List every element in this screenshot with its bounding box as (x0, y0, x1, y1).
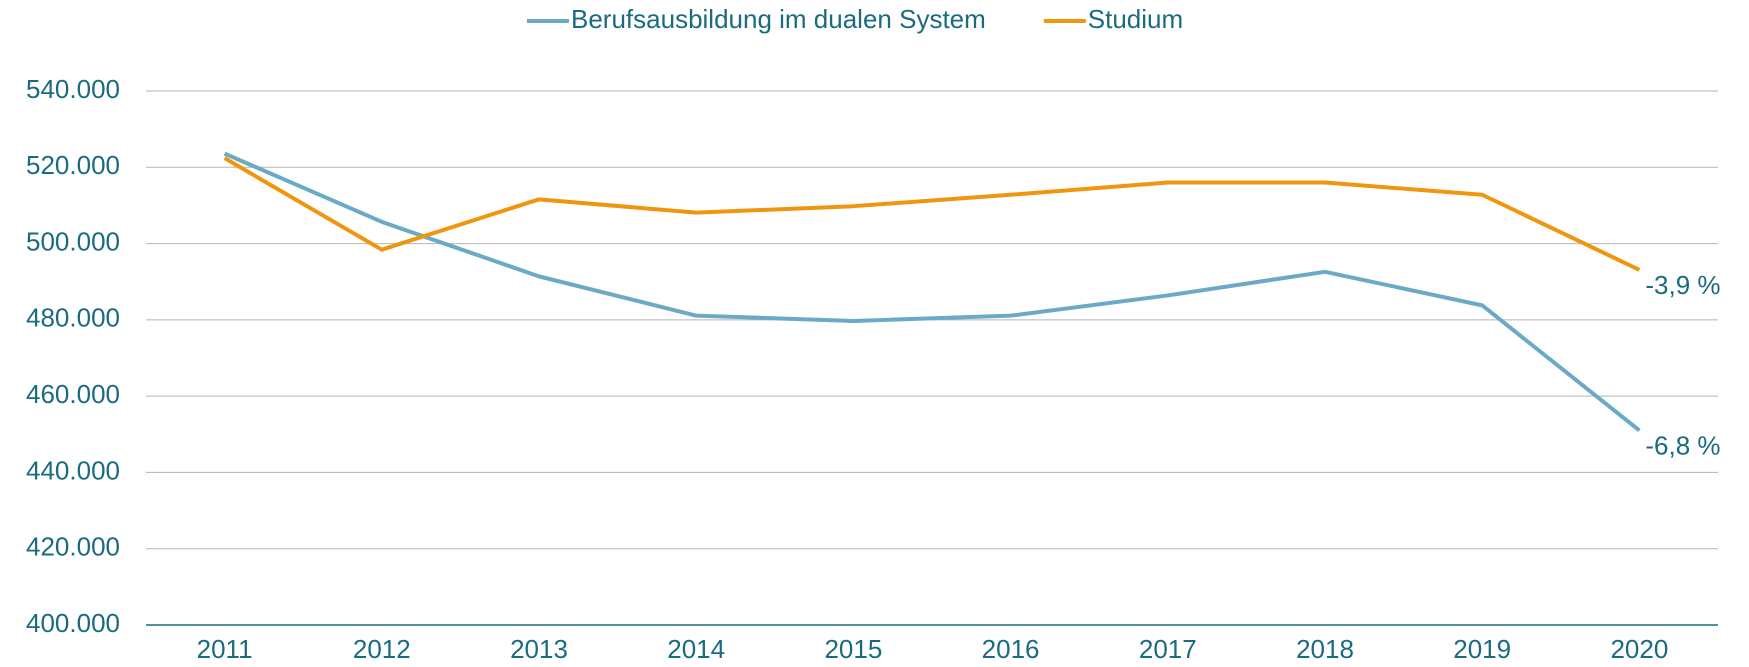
y-tick-label: 460.000 (26, 379, 120, 409)
y-tick-label: 400.000 (26, 608, 120, 638)
y-tick-label: 540.000 (26, 74, 120, 104)
y-tick-label: 480.000 (26, 303, 120, 333)
series-line (223, 151, 1641, 433)
legend-label: Studium (1088, 4, 1183, 34)
end-label: -3,9 % (1645, 270, 1720, 300)
x-tick-label: 2013 (510, 634, 568, 664)
y-tick-label: 440.000 (26, 455, 120, 485)
x-tick-label: 2020 (1610, 634, 1668, 664)
x-tick-label: 2014 (667, 634, 725, 664)
legend-label: Berufsausbildung im dualen System (571, 4, 986, 34)
y-tick-label: 500.000 (26, 226, 120, 256)
x-tick-label: 2011 (197, 634, 253, 664)
x-tick-label: 2015 (824, 634, 882, 664)
y-tick-label: 420.000 (26, 532, 120, 562)
x-tick-label: 2017 (1139, 634, 1197, 664)
end-label: -6,8 % (1645, 430, 1720, 460)
x-tick-label: 2018 (1296, 634, 1354, 664)
series-line (223, 156, 1641, 272)
x-tick-label: 2019 (1453, 634, 1511, 664)
y-tick-label: 520.000 (26, 150, 120, 180)
x-tick-label: 2016 (982, 634, 1040, 664)
x-tick-label: 2012 (353, 634, 411, 664)
